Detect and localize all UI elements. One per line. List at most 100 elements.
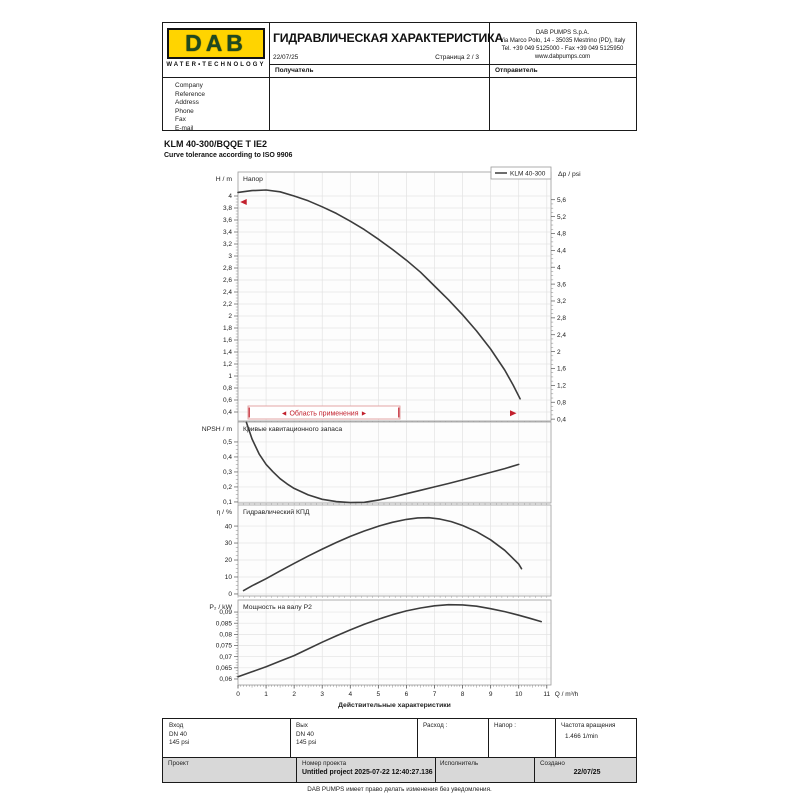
executor-label: Исполнитель [440, 760, 479, 767]
y2-tick-label: 4,4 [557, 248, 566, 255]
inlet-label: Вход [169, 722, 184, 729]
y-tick-label: 1,4 [223, 349, 232, 356]
y-tick-label: 0,4 [223, 454, 232, 461]
document: DAB WATER•TECHNOLOGY ГИДРАВЛИЧЕСКАЯ ХАРА… [162, 22, 637, 793]
table-divider [534, 758, 535, 782]
x-tick-label: 3 [320, 691, 324, 698]
dab-logo-tagline: WATER•TECHNOLOGY [166, 62, 266, 68]
x-tick-label: 6 [405, 691, 409, 698]
y-tick-label: 3,4 [223, 229, 232, 236]
legend-label: KLM 40-300 [510, 171, 546, 178]
y2-tick-label: 0,4 [557, 416, 566, 423]
project-number-label: Номер проекта [302, 760, 347, 767]
dab-logo: DAB [167, 28, 265, 59]
y2-axis-label: Δp / psi [558, 171, 581, 178]
y-tick-label: 0,8 [223, 385, 232, 392]
outlet-pressure: 145 psi [296, 739, 317, 746]
table-divider [489, 23, 490, 130]
outlet-dn: DN 40 [296, 730, 314, 738]
y-tick-label: 10 [225, 574, 233, 581]
table-divider [488, 719, 489, 757]
y2-tick-label: 0,8 [557, 399, 566, 406]
y-tick-label: 40 [225, 523, 233, 530]
y-tick-label: 1 [228, 373, 232, 380]
curve [245, 421, 520, 504]
y-tick-label: 0,3 [223, 469, 232, 476]
table-divider [417, 719, 418, 757]
inlet-pressure: 145 psi [169, 739, 190, 746]
y-tick-label: 2 [228, 313, 232, 320]
project-label: Проект [168, 760, 189, 767]
y-tick-label: 3,2 [223, 241, 232, 248]
inlet-cell: Вход DN 40 145 psi [169, 722, 189, 748]
y-axis-label: NPSH / m [202, 426, 233, 433]
x-tick-label: 7 [433, 691, 437, 698]
y-tick-label: 0 [228, 591, 232, 598]
chart-title: Гидравлический КПД [243, 508, 310, 516]
footer-disclaimer: DAB PUMPS имеет право делать изменения б… [307, 786, 492, 793]
y2-tick-label: 2,8 [557, 315, 566, 322]
y2-tick-label: 4 [557, 264, 561, 271]
speed-value: 1.466 1/min [565, 733, 598, 740]
y-tick-label: 0,2 [223, 484, 232, 491]
y-tick-label: 3 [228, 253, 232, 260]
x-tick-label: 5 [377, 691, 381, 698]
project-number-value: Untitled project 2025-07-22 12:40:27.136 [302, 769, 433, 776]
y-tick-label: 20 [225, 557, 233, 564]
y-tick-label: 2,6 [223, 277, 232, 284]
plot-area [237, 421, 552, 504]
pump-model-title: KLM 40-300/BQQE T IE2 [164, 139, 268, 149]
outlet-cell: Вых DN 40 145 psi [296, 722, 316, 748]
table-divider [269, 23, 270, 130]
sender-label: Отправитель [495, 67, 538, 74]
plot-area [237, 504, 552, 597]
contact-label-reference: Reference [175, 90, 205, 98]
y2-tick-label: 1,2 [557, 383, 566, 390]
contact-field-labels: Company Reference Address Phone Fax E-ma… [175, 82, 205, 134]
y-tick-label: 0,07 [219, 654, 232, 661]
company-street: Via Marco Polo, 14 - 35035 Mestrino (PD)… [499, 38, 626, 44]
y-axis-label: H / m [216, 176, 233, 183]
page-number: Страница 2 / 3 [435, 54, 479, 61]
chart-title: Мощность на валу P2 [243, 604, 312, 611]
x-axis-caption: Действительные характеристики [338, 701, 451, 709]
y-tick-label: 0,09 [219, 609, 232, 616]
curve [237, 189, 521, 400]
y2-tick-label: 2,4 [557, 332, 566, 339]
chart-title: Напор [243, 176, 263, 183]
contact-label-fax: Fax [175, 116, 186, 124]
x-tick-label: 4 [348, 691, 352, 698]
table-divider [296, 758, 297, 782]
y-tick-label: 3,8 [223, 205, 232, 212]
y-tick-label: 4 [228, 193, 232, 200]
y-tick-label: 2,4 [223, 289, 232, 296]
pump-curves-chart: 4 3,8 3,6 3,4 3,2 3 2,8 2,6 2,4 2,2 2 1,8 1,6 1,4 1,2 1… [202, 166, 581, 709]
created-value: 22/07/25 [573, 769, 601, 776]
y-tick-label: 1,2 [223, 361, 232, 368]
header-table: DAB WATER•TECHNOLOGY ГИДРАВЛИЧЕСКАЯ ХАРА… [162, 22, 637, 134]
company-phone: Tel. +39 049 5125000 - Fax +39 049 51259… [501, 46, 624, 52]
range-marker-left-icon [240, 199, 247, 205]
table-divider [290, 719, 291, 757]
dab-logo-text: DAB [185, 30, 247, 56]
specs-table: Вход DN 40 145 psi Вых DN 40 145 psi Рас… [162, 718, 637, 758]
y-axis-label: P₂ / kW [209, 604, 232, 611]
y2-tick-label: 3,2 [557, 298, 566, 305]
project-table: Проект Номер проекта Untitled project 20… [162, 757, 637, 783]
speed-label: Частота вращения [561, 722, 616, 729]
y-tick-label: 0,08 [219, 632, 232, 639]
range-marker-right-icon [510, 410, 517, 417]
plot-area [237, 599, 552, 686]
created-label: Создано [540, 760, 565, 767]
application-range-box [247, 405, 401, 420]
table-divider [555, 719, 556, 757]
y2-tick-label: 4,8 [557, 231, 566, 238]
y-tick-label: 3,6 [223, 217, 232, 224]
y-axis-label: η / % [217, 509, 233, 516]
head-label: Напор : [494, 722, 516, 729]
company-website: www.dabpumps.com [534, 54, 591, 60]
y2-tick-label: 2 [557, 349, 561, 356]
curve [242, 516, 523, 592]
company-address: DAB PUMPS S.p.A. Via Marco Polo, 14 - 35… [491, 29, 634, 61]
